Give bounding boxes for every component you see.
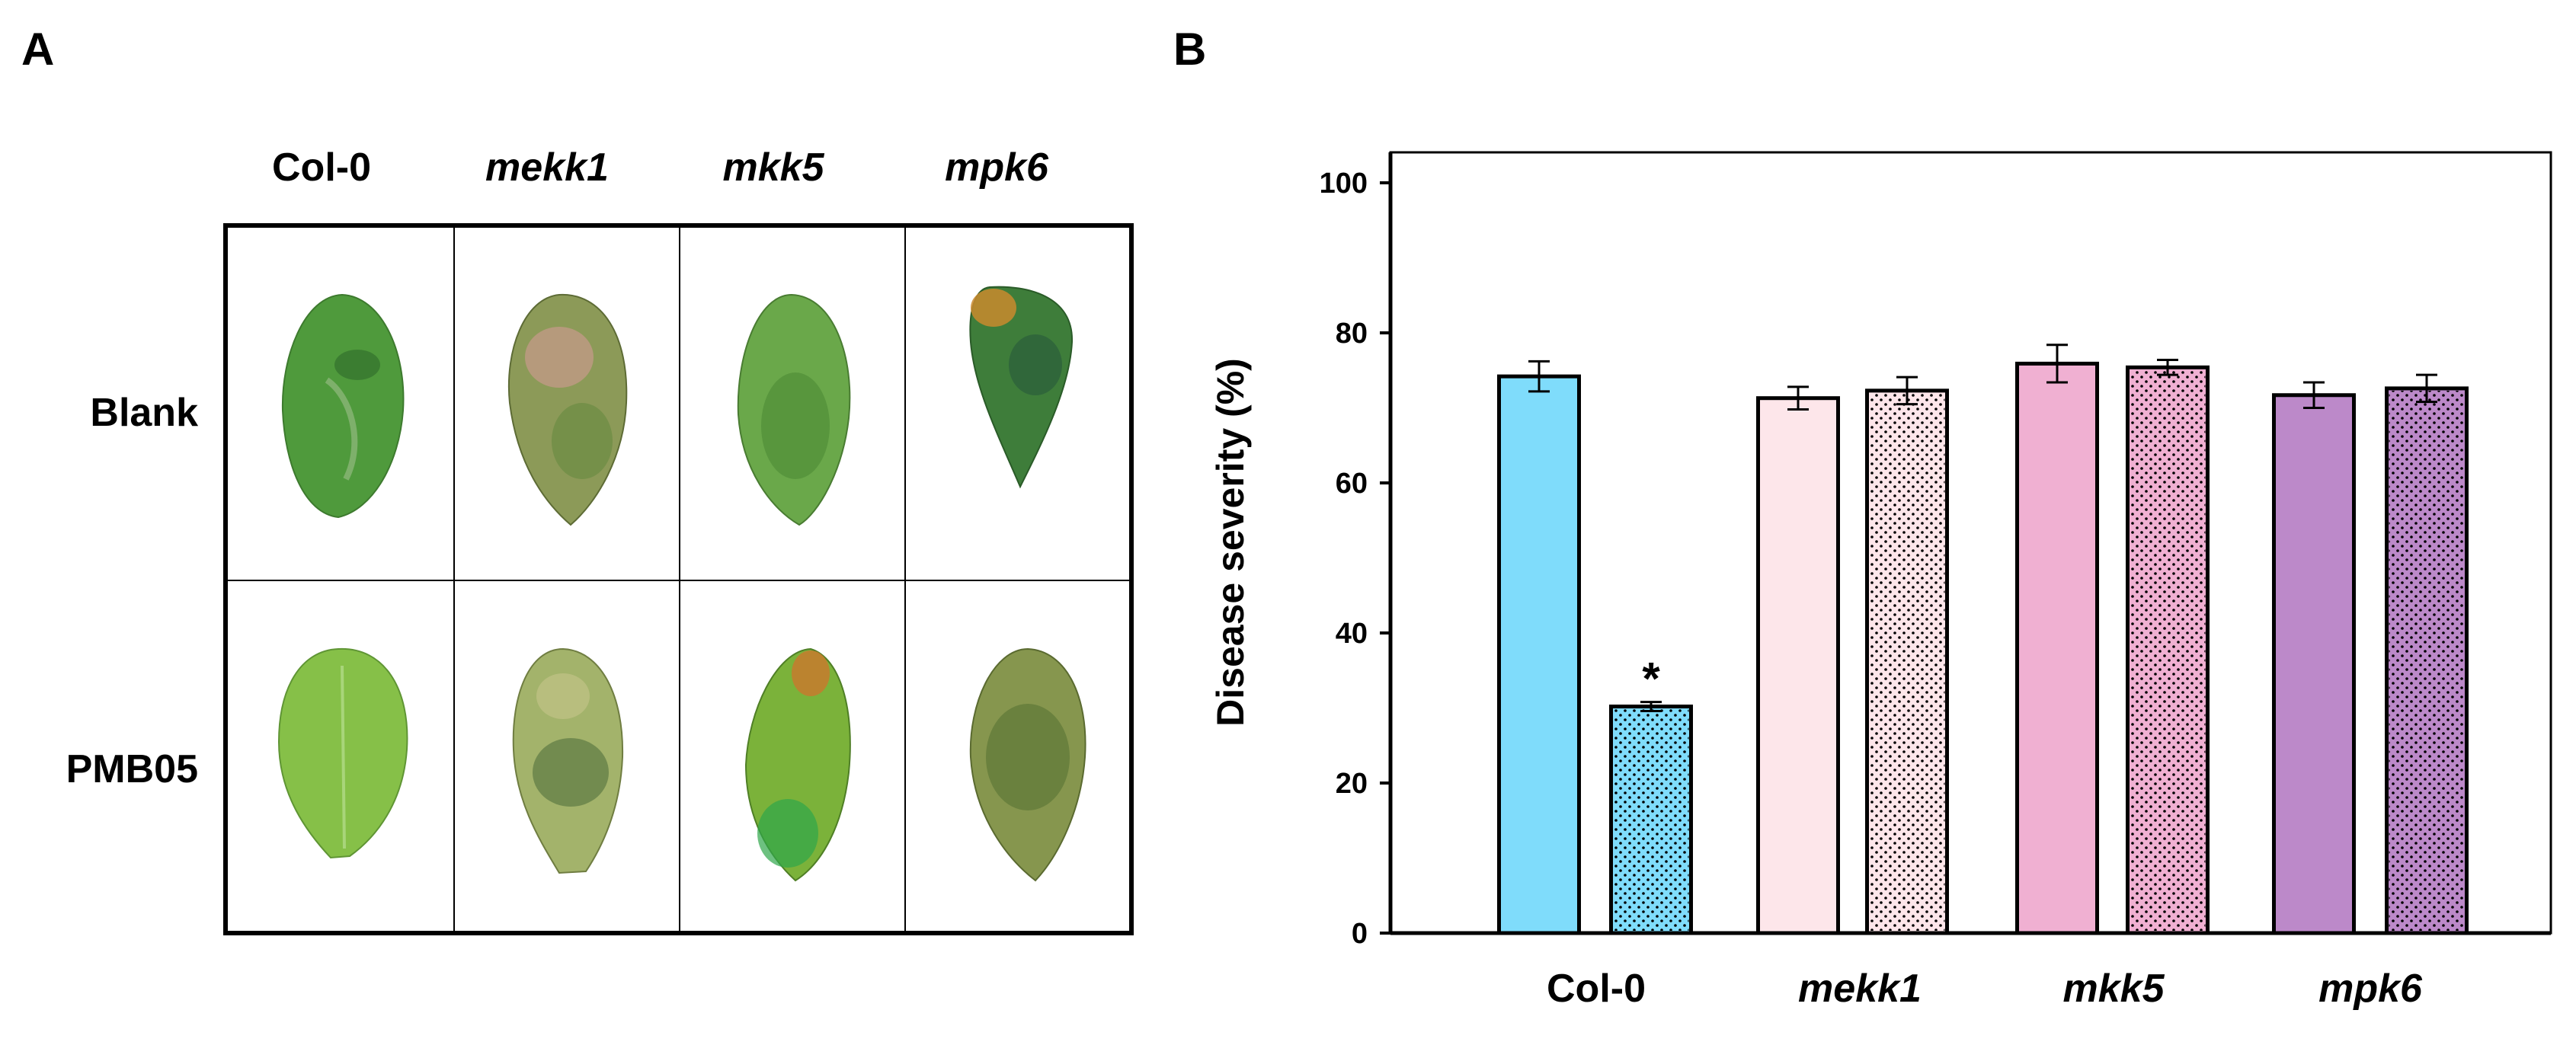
category-label-mekk1: mekk1 <box>1798 967 1922 1011</box>
column-label-mkk5: mkk5 <box>722 145 824 190</box>
category-label-mkk5: mkk5 <box>2063 967 2165 1011</box>
leaf-image-mpk6-pmb05 <box>969 647 1086 882</box>
significance-asterisk: * <box>1642 654 1660 705</box>
bar-col0-pmb05-pattern <box>1613 708 1689 931</box>
y-tick-label: 100 <box>1320 168 1368 200</box>
leaf-photo-grid <box>223 223 1134 935</box>
row-label-blank: Blank <box>90 391 198 435</box>
grid-divider <box>453 228 455 931</box>
leaf-image-col0-pmb05 <box>277 647 408 859</box>
leaf-image-mpk6-blank <box>969 286 1074 489</box>
grid-divider <box>679 228 680 931</box>
category-label-mpk6: mpk6 <box>2318 967 2423 1011</box>
y-tick-label: 80 <box>1336 318 1368 350</box>
column-label-col0: Col-0 <box>272 145 371 190</box>
row-label-pmb05: PMB05 <box>66 747 198 791</box>
bar-mekk1-pmb05-pattern <box>1869 392 1945 931</box>
category-label-col0: Col-0 <box>1547 967 1646 1011</box>
panel-b-letter: B <box>1173 24 1207 75</box>
panel-a-letter: A <box>21 24 55 75</box>
grid-divider <box>904 228 906 931</box>
leaf-image-mkk5-pmb05 <box>744 647 851 882</box>
y-tick-label: 0 <box>1352 918 1368 950</box>
y-axis-label: Disease severity (%) <box>1209 358 1252 727</box>
bar-mpk6-pmb05-pattern <box>2389 390 2465 931</box>
y-tick-label: 40 <box>1336 618 1368 650</box>
leaf-image-col0-blank <box>281 293 405 519</box>
grid-divider <box>228 580 1129 581</box>
bar-mkk5-pmb05-pattern <box>2130 369 2206 931</box>
column-label-mekk1: mekk1 <box>485 145 609 190</box>
leaf-image-mekk1-blank <box>508 293 628 526</box>
y-tick-label: 60 <box>1336 468 1368 500</box>
bar-mpk6-blank <box>2272 393 2356 935</box>
leaf-image-mkk5-blank <box>737 293 851 526</box>
bar-col0-blank <box>1497 374 1581 935</box>
bar-mkk5-blank <box>2015 361 2099 935</box>
y-tick-label: 20 <box>1336 768 1368 800</box>
column-label-mpk6: mpk6 <box>945 145 1048 190</box>
bar-mekk1-blank <box>1756 396 1840 935</box>
leaf-image-mekk1-pmb05 <box>512 647 624 874</box>
